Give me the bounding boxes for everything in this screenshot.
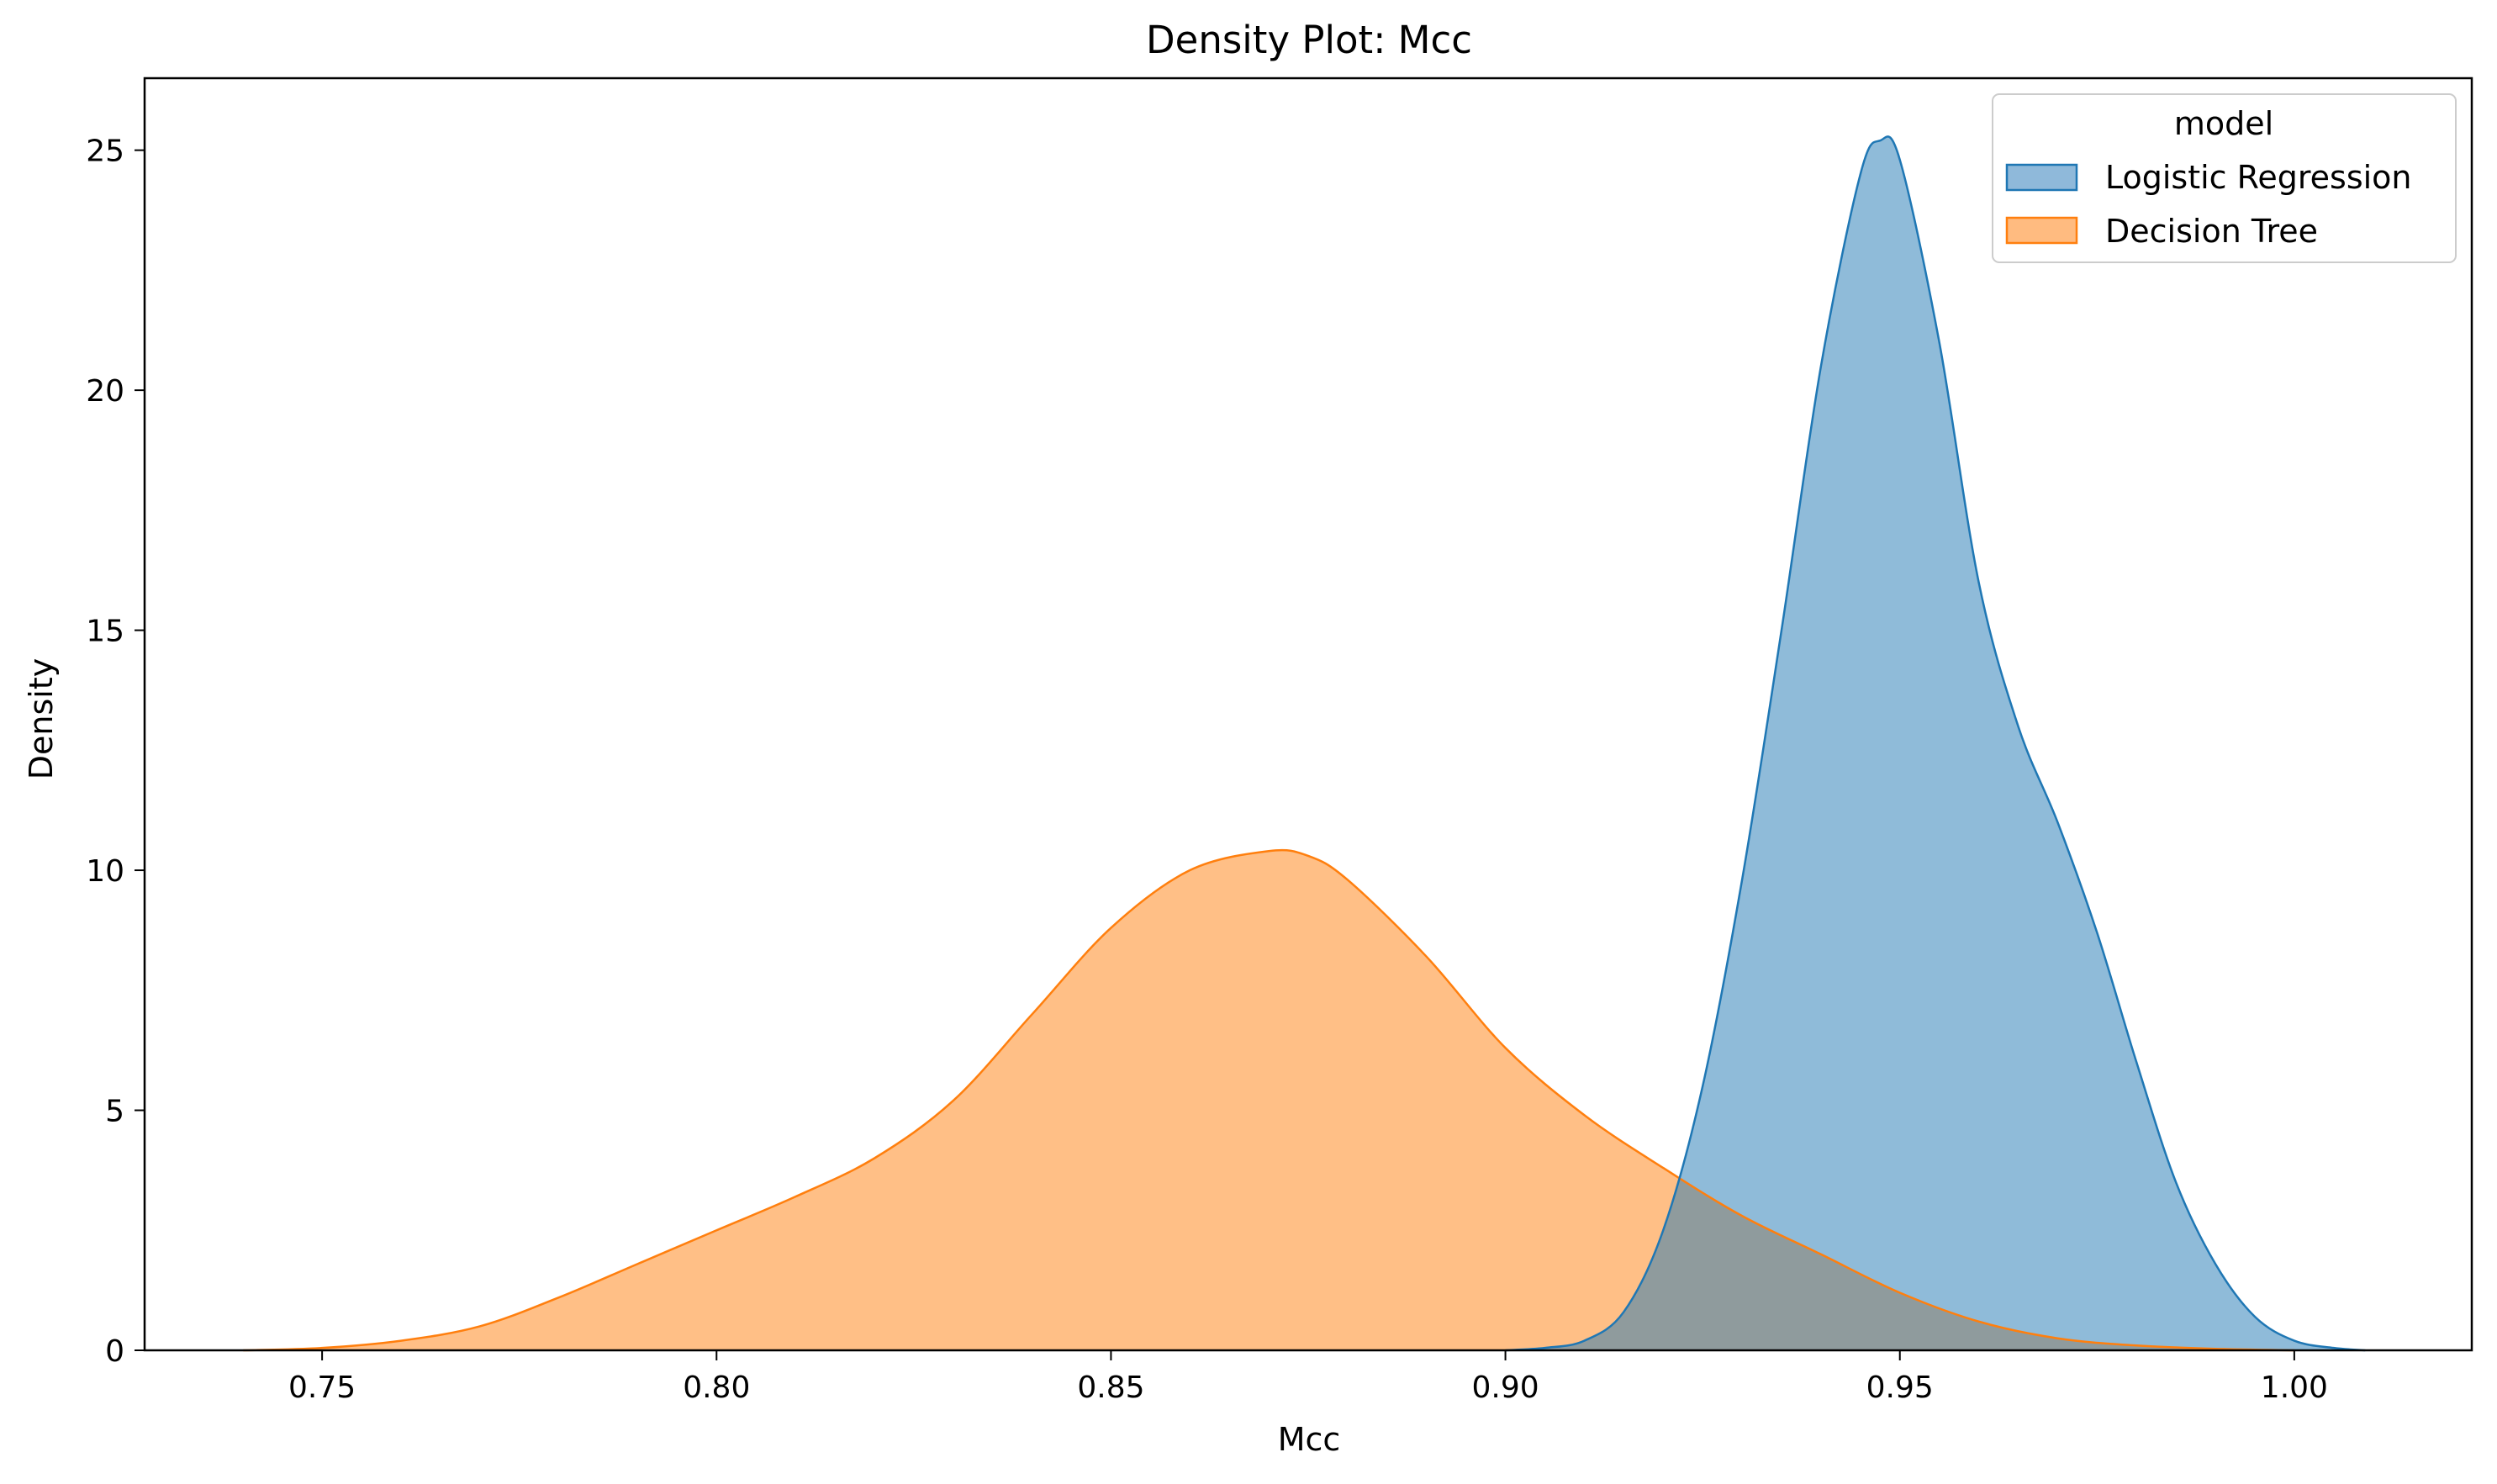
density-area-logistic-regression bbox=[1505, 136, 2366, 1351]
legend-label-decision-tree: Decision Tree bbox=[2105, 213, 2318, 250]
legend-title: model bbox=[2174, 105, 2273, 142]
density-line-decision-tree bbox=[243, 848, 2294, 1352]
y-tick-label: 15 bbox=[86, 615, 124, 649]
x-tick-label: 0.75 bbox=[288, 1370, 356, 1405]
plot-area bbox=[143, 77, 2473, 1352]
axes-frame bbox=[143, 77, 2473, 1352]
series-layer bbox=[243, 135, 2366, 1352]
x-tick-label: 1.00 bbox=[2261, 1370, 2328, 1405]
x-tick-label: 0.85 bbox=[1077, 1370, 1144, 1405]
legend-swatch-logistic-regression bbox=[2005, 163, 2078, 192]
x-tick-label: 0.95 bbox=[1866, 1370, 1934, 1405]
y-tick-label: 0 bbox=[105, 1334, 124, 1369]
density-area-decision-tree bbox=[243, 850, 2294, 1350]
y-tick-label: 25 bbox=[86, 135, 124, 169]
y-tick-label: 20 bbox=[86, 374, 124, 409]
x-tick-label: 0.80 bbox=[683, 1370, 750, 1405]
x-axis-label: Mcc bbox=[1278, 1421, 1341, 1458]
legend: model Logistic Regression Decision Tree bbox=[1992, 93, 2457, 263]
y-tick-label: 10 bbox=[86, 854, 124, 889]
legend-label-logistic-regression: Logistic Regression bbox=[2105, 159, 2412, 196]
density-line-logistic-regression bbox=[1505, 135, 2366, 1352]
y-axis-label: Density bbox=[23, 658, 60, 779]
chart-title: Density Plot: Mcc bbox=[1146, 18, 1472, 62]
legend-box bbox=[1992, 93, 2457, 263]
legend-swatch-decision-tree bbox=[2005, 216, 2078, 245]
x-tick-label: 0.90 bbox=[1471, 1370, 1539, 1405]
y-axis-ticks: 0 5 10 15 20 25 bbox=[86, 135, 145, 1369]
y-tick-label: 5 bbox=[105, 1095, 124, 1129]
x-axis-ticks: 0.75 0.80 0.85 0.90 0.95 1.00 bbox=[288, 1350, 2328, 1405]
